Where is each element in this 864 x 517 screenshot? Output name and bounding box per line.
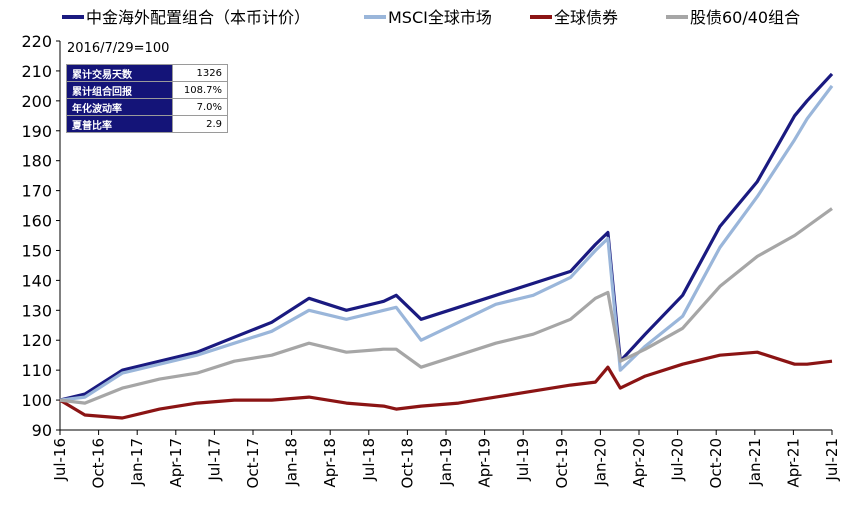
y-tick-label: 200 [21, 92, 52, 111]
y-tick-label: 190 [21, 122, 52, 141]
y-tick-label: 150 [21, 241, 52, 260]
y-tick-label: 210 [21, 62, 52, 81]
x-tick-label: Apr-21 [784, 438, 802, 488]
x-tick-label: Jul-20 [669, 438, 687, 482]
y-tick-label: 170 [21, 182, 52, 201]
series-line [59, 350, 833, 420]
x-tick-label: Apr-20 [630, 438, 648, 488]
y-tick-label: 90 [32, 421, 52, 440]
legend-label: 全球债券 [554, 8, 618, 27]
stats-label: 年化波动率 [66, 98, 173, 116]
stats-value: 1326 [172, 64, 228, 82]
stats-row: 年化波动率 7.0% [66, 98, 228, 116]
series-line [59, 72, 834, 402]
series-line [59, 207, 833, 405]
x-tick-label: Oct-16 [90, 438, 108, 488]
x-tick-label: Apr-18 [321, 438, 339, 488]
x-tick-label: Oct-17 [244, 438, 262, 488]
stats-label: 累计交易天数 [66, 64, 173, 82]
stats-value: 108.7% [172, 81, 228, 99]
stats-value: 7.0% [172, 98, 228, 116]
stats-value: 2.9 [172, 115, 228, 133]
legend-label: 中金海外配置组合（本币计价） [86, 8, 310, 27]
x-tick-label: Oct-18 [398, 438, 416, 488]
x-tick-label: Jan-19 [437, 438, 455, 487]
stats-row: 累计交易天数 1326 [66, 64, 228, 82]
y-tick-label: 160 [21, 212, 52, 231]
x-tick-label: Jan-20 [591, 438, 609, 487]
series-line [59, 84, 834, 402]
x-tick-label: Jul-17 [205, 438, 223, 482]
y-tick-label: 110 [21, 361, 52, 380]
x-tick-label: Oct-20 [707, 438, 725, 488]
legend-label: 股债60/40组合 [690, 8, 800, 27]
y-tick-label: 180 [21, 152, 52, 171]
stats-label: 累计组合回报 [66, 81, 173, 99]
legend-label: MSCI全球市场 [388, 8, 492, 27]
stats-row: 累计组合回报 108.7% [66, 81, 228, 99]
x-tick-label: Jan-18 [283, 438, 301, 487]
x-tick-label: Apr-17 [167, 438, 185, 488]
x-tick-label: Apr-19 [476, 438, 494, 488]
x-tick-label: Jul-18 [360, 438, 378, 482]
x-tick-label: Jul-21 [823, 438, 841, 482]
x-tick-label: Jan-17 [128, 438, 146, 487]
x-tick-label: Oct-19 [553, 438, 571, 488]
y-tick-label: 220 [21, 32, 52, 51]
y-tick-label: 120 [21, 331, 52, 350]
x-tick-label: Jan-21 [746, 438, 764, 487]
y-tick-label: 140 [21, 271, 52, 290]
base-date-note: 2016/7/29=100 [67, 41, 170, 56]
stats-label: 夏普比率 [66, 115, 173, 133]
y-tick-label: 130 [21, 301, 52, 320]
x-tick-label: Jul-19 [514, 438, 532, 482]
stats-table: 累计交易天数 1326 累计组合回报 108.7% 年化波动率 7.0% 夏普比… [66, 64, 228, 133]
x-tick-label: Jul-16 [51, 438, 69, 482]
stats-row: 夏普比率 2.9 [66, 115, 228, 133]
y-tick-label: 100 [21, 391, 52, 410]
